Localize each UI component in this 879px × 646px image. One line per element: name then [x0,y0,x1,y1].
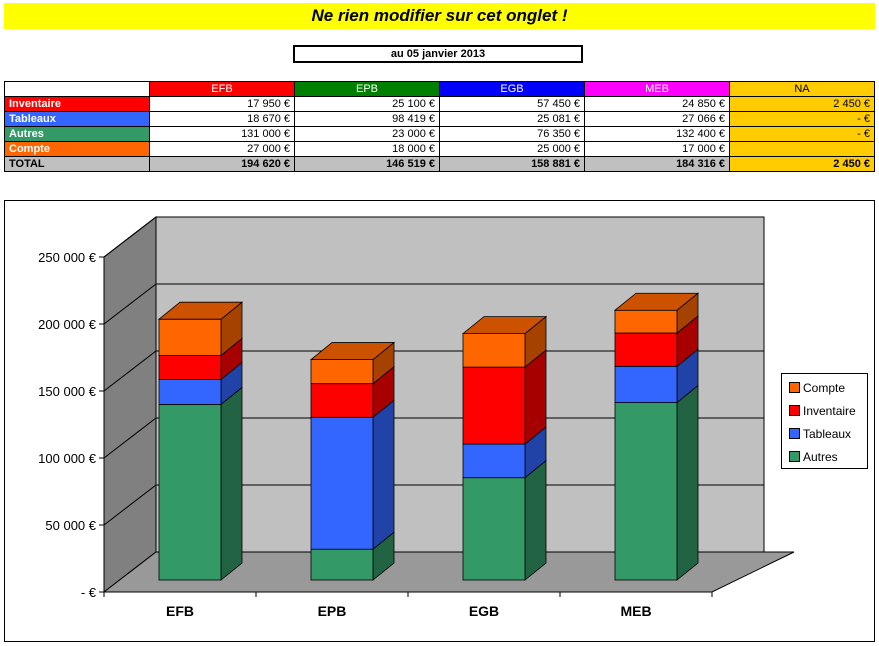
legend-item: Tableaux [789,427,851,441]
column-header-epb: EPB [294,81,440,97]
bar-side [372,399,395,551]
bar-segment [614,332,678,367]
bar-segment [462,443,526,479]
gridline-side [103,484,157,526]
bar-segment [158,404,222,581]
legend-item: Autres [789,450,838,464]
gridline-side [103,216,157,258]
table-cell-na: - € [729,111,875,127]
row-label-tableaux: Tableaux [4,111,150,127]
x-tick-label: MEB [620,603,651,619]
bar-segment [462,477,526,581]
legend-item: Inventaire [789,404,856,418]
y-tick-label: - € [81,585,97,600]
chart-legend: Compte Inventaire Tableaux Autres [781,373,868,469]
y-tick-label: 100 000 € [38,451,97,466]
legend-label: Inventaire [803,404,856,418]
y-tick-label: 50 000 € [45,518,96,533]
legend-label: Autres [803,450,838,464]
legend-label: Tableaux [803,427,852,441]
chart-side-wall [103,215,157,594]
bar-segment [310,416,374,550]
row-label-compte: Compte [4,141,150,157]
table-header-row: EFB EPB EGB MEB NA [4,81,875,97]
table-row-total: TOTAL 194 620 € 146 519 € 158 881 € 184 … [4,156,875,172]
row-label-total: TOTAL [4,156,150,172]
gridline-side [103,283,157,325]
bar-side [524,459,547,581]
bar-segment [462,333,526,368]
bar-segment [462,366,526,445]
summary-table: EFB EPB EGB MEB NA Inventaire 17 950 € 2… [4,81,875,172]
x-tick-label: EGB [469,603,499,619]
column-header-na: NA [729,81,875,97]
row-label-autres: Autres [4,126,150,142]
bar-top [309,342,396,360]
bar-segment [310,548,374,581]
bar-segment [158,318,222,356]
column-header-egb: EGB [439,81,585,97]
bar-segment [310,359,374,385]
legend-swatch [789,451,800,463]
bar-segment [614,402,678,581]
legend-swatch [789,428,800,440]
legend-swatch [789,405,800,417]
x-tick-label: EFB [166,603,194,619]
warning-banner: Ne rien modifier sur cet onglet ! [4,3,875,29]
table-cell: 23 000 € [294,126,440,142]
bar-segment [158,379,222,405]
total-cell-na: 2 450 € [729,156,875,172]
total-cell: 194 620 € [149,156,295,172]
bar-segment [614,365,678,403]
bar-segment [158,354,222,380]
bar-side [220,386,243,581]
table-cell-na [729,141,875,157]
gridline-side [103,417,157,459]
total-cell: 184 316 € [584,156,730,172]
bar-side [676,384,699,581]
y-tick-label: 250 000 € [38,250,97,265]
y-tick-label: 150 000 € [38,384,97,399]
table-cell: 98 419 € [294,111,440,127]
legend-label: Compte [803,381,846,395]
bar-segment [310,383,374,418]
legend-item: Compte [789,381,845,395]
bar-segment [614,309,678,334]
table-cell: 18 670 € [149,111,295,127]
total-cell: 146 519 € [294,156,440,172]
x-tick-label: EPB [318,603,347,619]
table-cell-na: 2 450 € [729,96,875,112]
legend-swatch [789,382,800,394]
table-cell: 132 400 € [584,126,730,142]
gridline-side [103,350,157,392]
bar-top [157,301,244,320]
bar-top [461,316,548,334]
date-label: au 05 janvier 2013 [293,45,583,63]
y-tick-label: 200 000 € [38,317,97,332]
bar-top [613,292,700,311]
total-cell: 158 881 € [439,156,585,172]
